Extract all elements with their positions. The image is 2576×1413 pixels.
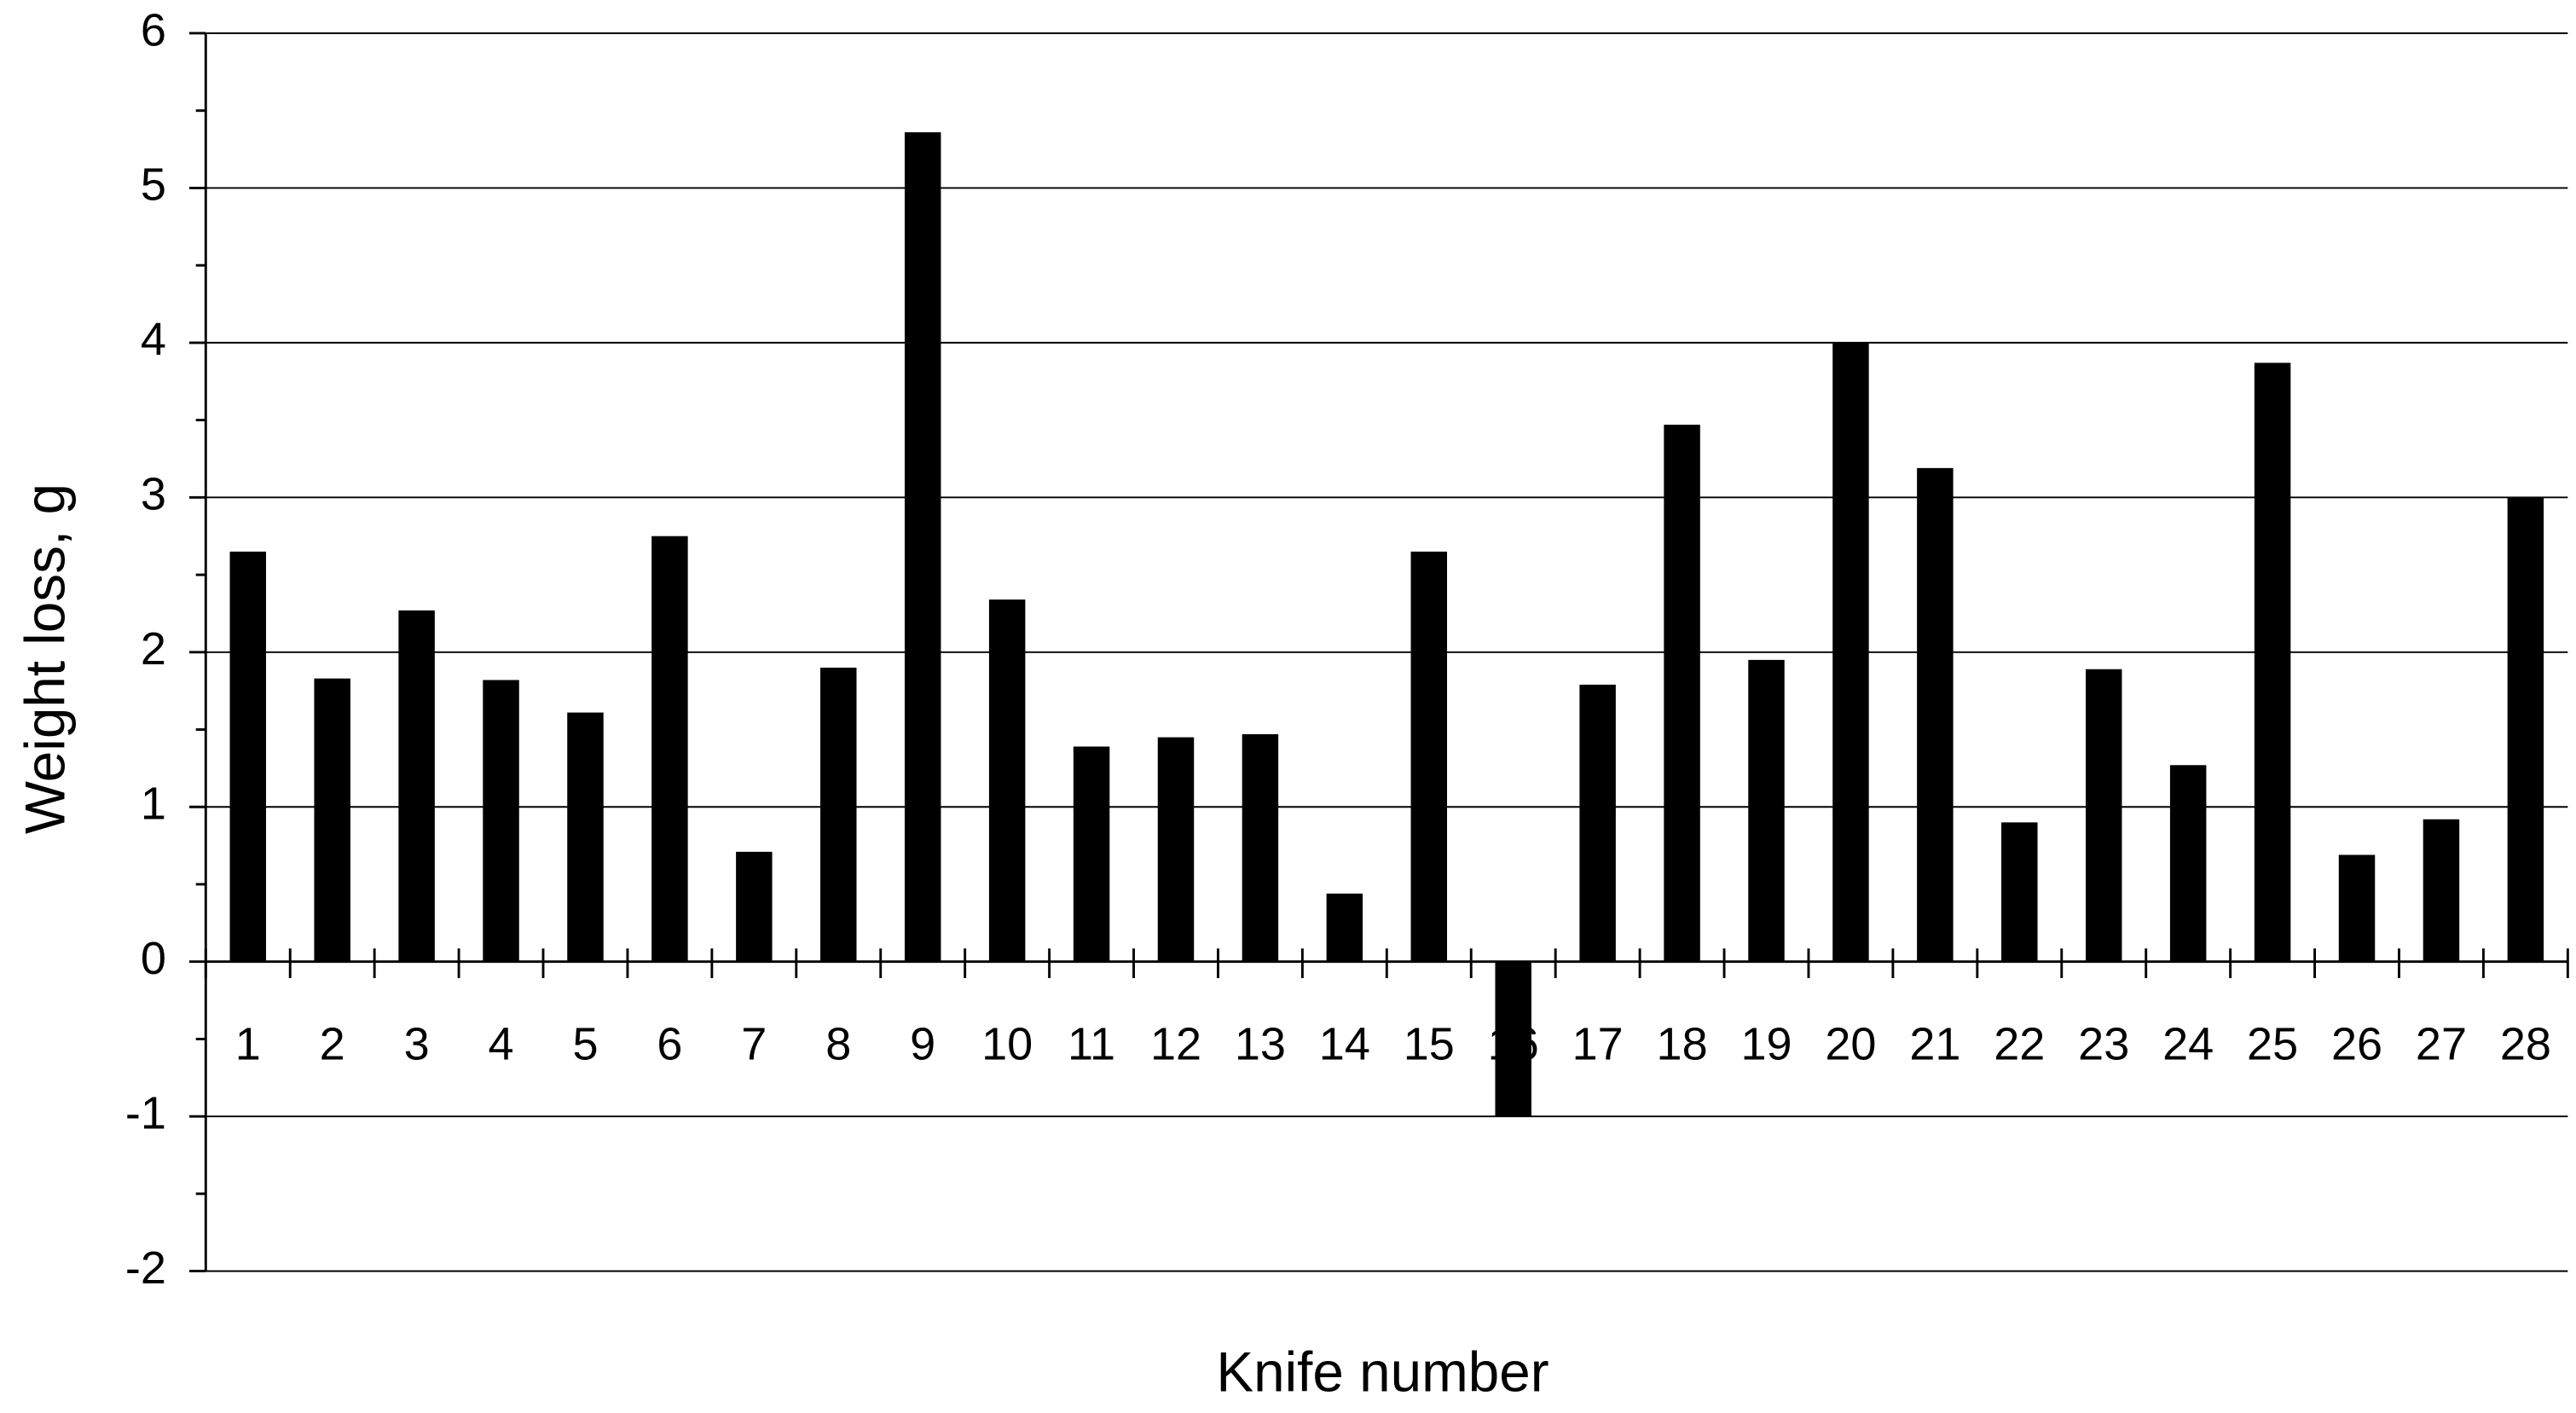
y-tick-label: -1 — [125, 1087, 166, 1138]
bar — [1579, 684, 1616, 962]
x-tick-label: 13 — [1235, 1018, 1286, 1069]
x-tick-label: 1 — [235, 1018, 261, 1069]
x-tick-label: 6 — [657, 1018, 682, 1069]
x-tick-label: 26 — [2331, 1018, 2382, 1069]
bar — [651, 536, 688, 962]
y-axis-label: Weight loss, g — [14, 484, 76, 834]
y-tick-label: 5 — [141, 159, 166, 211]
bar — [2423, 819, 2460, 962]
x-tick-label: 4 — [489, 1018, 514, 1069]
x-tick-label: 21 — [1909, 1018, 1960, 1069]
bar — [398, 610, 435, 962]
bar — [1242, 733, 1279, 962]
x-tick-label: 12 — [1150, 1018, 1201, 1069]
x-tick-label: 27 — [2416, 1018, 2467, 1069]
x-tick-label: 24 — [2162, 1018, 2214, 1069]
bar — [1832, 342, 1869, 962]
x-tick-label: 5 — [572, 1018, 598, 1069]
x-tick-label: 3 — [404, 1018, 430, 1069]
x-axis-label: Knife number — [1216, 1341, 1548, 1403]
x-tick-label: 10 — [981, 1018, 1033, 1069]
y-tick-label: 2 — [141, 623, 166, 675]
y-tick-label: 1 — [141, 779, 166, 830]
y-tick-label: 3 — [141, 469, 166, 520]
bar — [314, 678, 350, 962]
x-tick-label: 17 — [1572, 1018, 1624, 1069]
bar — [1326, 893, 1363, 962]
bar — [229, 551, 266, 962]
bar — [1410, 551, 1448, 962]
bar — [1073, 746, 1110, 962]
y-tick-label: -2 — [125, 1242, 166, 1294]
x-tick-label: 14 — [1319, 1018, 1370, 1069]
x-tick-label: 9 — [910, 1018, 935, 1069]
bar — [2507, 497, 2544, 962]
x-tick-label: 15 — [1404, 1018, 1455, 1069]
x-tick-label: 28 — [2500, 1018, 2551, 1069]
bar — [904, 132, 941, 962]
bar — [1495, 961, 1531, 1117]
bar — [1917, 467, 1954, 962]
bar — [2001, 822, 2038, 962]
x-tick-label: 18 — [1657, 1018, 1708, 1069]
bar — [2169, 765, 2207, 962]
x-tick-label: 23 — [2078, 1018, 2129, 1069]
y-tick-label: 4 — [141, 314, 166, 365]
y-tick-label: 0 — [141, 933, 166, 984]
bar — [2254, 362, 2291, 962]
bar — [2338, 854, 2376, 962]
x-tick-label: 20 — [1825, 1018, 1876, 1069]
bar — [483, 680, 519, 962]
x-tick-label: 22 — [1994, 1018, 2045, 1069]
bar — [567, 712, 604, 962]
bar — [736, 851, 773, 962]
bar — [820, 667, 857, 962]
y-tick-label: 6 — [141, 4, 166, 55]
x-tick-label: 2 — [320, 1018, 345, 1069]
x-tick-label: 11 — [1068, 1018, 1115, 1069]
x-tick-label: 25 — [2247, 1018, 2298, 1069]
x-tick-label: 19 — [1740, 1018, 1792, 1069]
bar — [2085, 669, 2122, 962]
x-tick-label: 7 — [741, 1018, 767, 1069]
bar — [1157, 737, 1195, 962]
bar — [1664, 425, 1700, 962]
bar — [988, 599, 1026, 962]
x-tick-label: 8 — [825, 1018, 851, 1069]
bar — [1748, 659, 1785, 962]
